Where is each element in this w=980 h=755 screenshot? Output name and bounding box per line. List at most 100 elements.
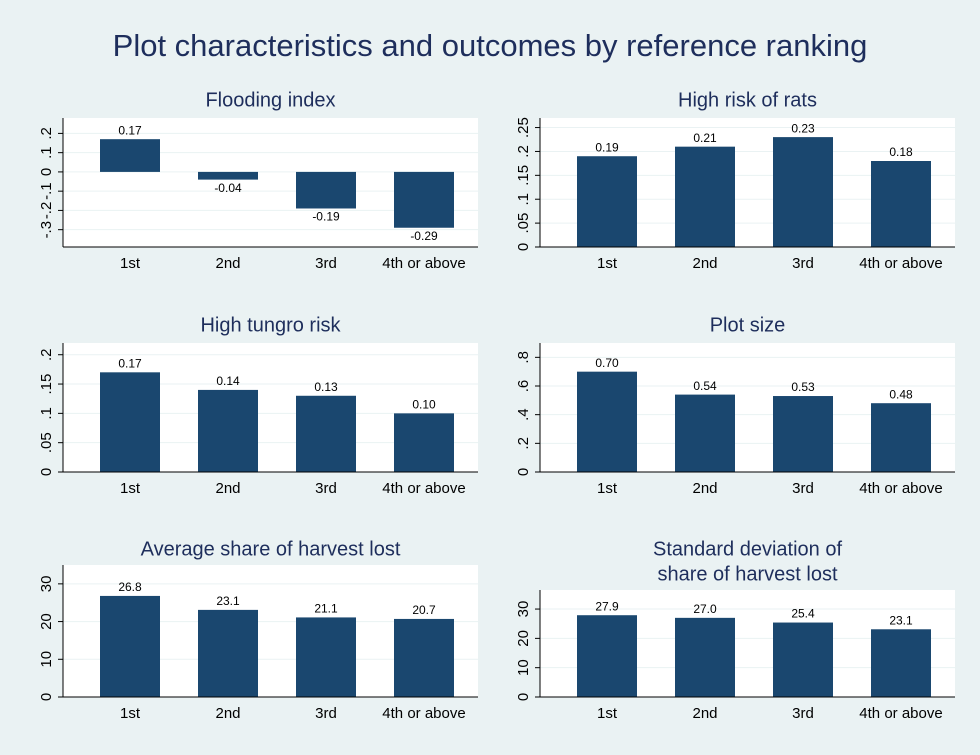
- y-tick-label: 30: [38, 576, 55, 593]
- x-tick-label: 1st: [597, 705, 618, 722]
- y-tick-label: 0: [515, 693, 532, 701]
- y-tick-label: .2: [38, 348, 55, 361]
- bar: [773, 396, 833, 472]
- value-label: 23.1: [889, 613, 913, 627]
- y-tick-label: 0: [515, 243, 532, 251]
- y-tick-label: -.2: [38, 202, 55, 220]
- panel-title: Average share of harvest lost: [141, 538, 401, 560]
- value-label: 0.10: [412, 398, 436, 412]
- y-tick-label: .1: [515, 193, 532, 206]
- bar: [296, 617, 356, 697]
- y-tick-label: 30: [515, 601, 532, 618]
- bar: [871, 403, 931, 472]
- x-tick-label: 2nd: [692, 255, 717, 272]
- y-tick-label: .1: [38, 407, 55, 420]
- bar: [198, 171, 258, 180]
- x-tick-label: 3rd: [315, 705, 337, 722]
- x-tick-label: 2nd: [692, 480, 717, 497]
- value-label: -0.29: [410, 229, 438, 243]
- bar: [100, 372, 160, 472]
- chart-title: Plot characteristics and outcomes by ref…: [113, 28, 868, 63]
- bar: [296, 395, 356, 472]
- x-tick-label: 2nd: [692, 705, 717, 722]
- value-label: 0.23: [791, 121, 815, 135]
- value-label: -0.04: [214, 181, 242, 195]
- y-tick-label: 10: [38, 651, 55, 668]
- value-label: 0.21: [693, 131, 717, 145]
- y-tick-label: 20: [515, 630, 532, 647]
- value-label: -0.19: [312, 210, 340, 224]
- x-tick-label: 1st: [120, 255, 141, 272]
- bar: [394, 413, 454, 472]
- bar: [100, 139, 160, 172]
- y-tick-label: .4: [515, 408, 532, 421]
- x-tick-label: 4th or above: [859, 705, 942, 722]
- panel-title: share of harvest lost: [657, 563, 838, 585]
- y-tick-label: .2: [38, 127, 55, 140]
- bar: [100, 595, 160, 697]
- y-tick-label: 0: [515, 468, 532, 476]
- y-tick-label: 10: [515, 659, 532, 676]
- value-label: 27.0: [693, 602, 717, 616]
- y-tick-label: 0: [38, 693, 55, 701]
- x-tick-label: 4th or above: [382, 480, 465, 497]
- x-tick-label: 1st: [597, 480, 618, 497]
- x-tick-label: 2nd: [215, 255, 240, 272]
- bar: [394, 171, 454, 228]
- y-tick-label: .15: [38, 374, 55, 395]
- bar: [577, 615, 637, 697]
- bar: [394, 618, 454, 697]
- value-label: 0.53: [791, 380, 815, 394]
- value-label: 0.18: [889, 145, 913, 159]
- y-tick-label: -.1: [38, 182, 55, 200]
- y-tick-label: .05: [38, 432, 55, 453]
- value-label: 0.70: [595, 356, 619, 370]
- x-tick-label: 3rd: [792, 255, 814, 272]
- x-tick-label: 3rd: [792, 480, 814, 497]
- y-tick-label: .8: [515, 351, 532, 364]
- bar: [675, 617, 735, 697]
- bar: [871, 629, 931, 697]
- value-label: 0.17: [118, 356, 142, 370]
- panel-title: High tungro risk: [200, 314, 341, 336]
- y-tick-label: -.3: [38, 221, 55, 239]
- panel-title: Plot size: [710, 314, 786, 336]
- value-label: 0.17: [118, 123, 142, 137]
- value-label: 0.13: [314, 380, 338, 394]
- bar: [198, 389, 258, 472]
- panel-title: Standard deviation of: [653, 538, 842, 560]
- y-tick-label: 0: [38, 468, 55, 476]
- x-tick-label: 3rd: [315, 480, 337, 497]
- panel-title: Flooding index: [205, 89, 335, 111]
- bar: [296, 171, 356, 209]
- value-label: 23.1: [216, 594, 240, 608]
- value-label: 0.54: [693, 379, 717, 393]
- bar: [198, 609, 258, 697]
- value-label: 25.4: [791, 607, 815, 621]
- x-tick-label: 2nd: [215, 480, 240, 497]
- x-tick-label: 4th or above: [382, 705, 465, 722]
- value-label: 0.48: [889, 387, 913, 401]
- bar: [577, 156, 637, 247]
- y-tick-label: .15: [515, 165, 532, 186]
- value-label: 26.8: [118, 580, 142, 594]
- bar: [871, 161, 931, 247]
- value-label: 27.9: [595, 599, 619, 613]
- y-tick-label: .2: [515, 145, 532, 158]
- bar: [773, 137, 833, 247]
- x-tick-label: 2nd: [215, 705, 240, 722]
- value-label: 0.14: [216, 374, 240, 388]
- x-tick-label: 4th or above: [859, 480, 942, 497]
- y-tick-label: .2: [515, 437, 532, 450]
- x-tick-label: 3rd: [792, 705, 814, 722]
- bar: [773, 622, 833, 697]
- value-label: 20.7: [412, 603, 436, 617]
- y-tick-label: .6: [515, 380, 532, 393]
- y-tick-label: .25: [515, 117, 532, 138]
- y-tick-label: 0: [38, 168, 55, 176]
- value-label: 21.1: [314, 602, 338, 616]
- x-tick-label: 1st: [120, 480, 141, 497]
- x-tick-label: 4th or above: [382, 255, 465, 272]
- x-tick-label: 1st: [120, 705, 141, 722]
